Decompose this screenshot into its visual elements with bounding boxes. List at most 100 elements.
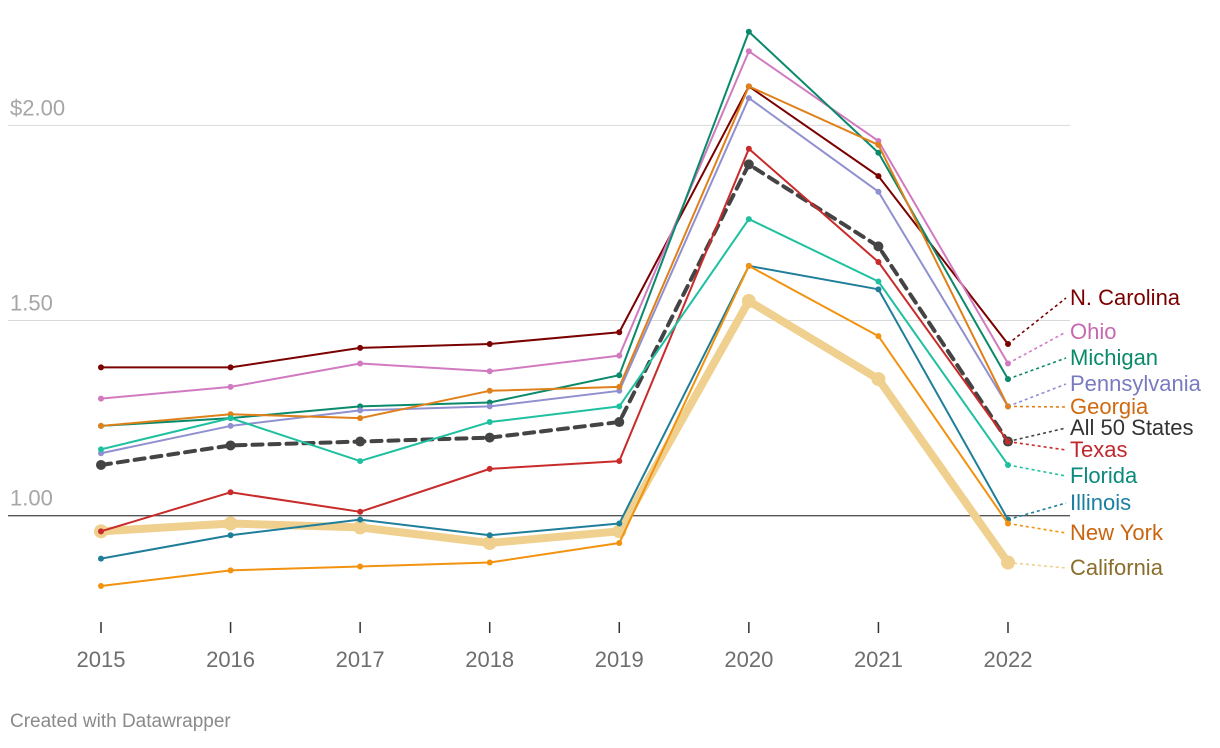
x-tick-label: 2016 bbox=[206, 647, 255, 672]
data-point bbox=[745, 83, 752, 90]
data-point bbox=[98, 395, 104, 402]
data-point bbox=[875, 278, 882, 285]
data-point bbox=[357, 360, 364, 367]
series-label-california: California bbox=[1070, 555, 1164, 580]
data-point bbox=[98, 422, 104, 429]
x-axis: 2015 2016 2017 2018 2019 2020 2021 2022 bbox=[77, 622, 1033, 672]
series-california bbox=[94, 294, 1015, 570]
y-tick-label: $2.00 bbox=[10, 95, 65, 120]
series-florida bbox=[98, 216, 1011, 468]
data-point bbox=[96, 459, 106, 470]
data-point bbox=[745, 95, 752, 102]
series-label-georgia: Georgia bbox=[1070, 394, 1149, 419]
data-point bbox=[486, 340, 493, 347]
data-point bbox=[871, 372, 886, 387]
data-point bbox=[486, 403, 493, 410]
gridlines bbox=[8, 124, 1070, 517]
data-point bbox=[875, 286, 882, 293]
data-point bbox=[227, 415, 234, 422]
data-point bbox=[875, 259, 882, 265]
data-point bbox=[616, 383, 623, 390]
label-leader bbox=[1007, 405, 1067, 408]
series-line-new-york bbox=[100, 264, 1009, 587]
label-leader bbox=[1007, 331, 1067, 365]
data-point bbox=[875, 149, 882, 156]
series-label-all-50-states: All 50 States bbox=[1070, 415, 1194, 440]
series-label-n-carolina: N. Carolina bbox=[1070, 285, 1181, 310]
series-texas bbox=[98, 145, 1011, 535]
y-tick-label: 1.50 bbox=[10, 291, 53, 316]
series-all-50-states bbox=[96, 159, 1013, 470]
data-point bbox=[484, 432, 495, 443]
data-point bbox=[616, 372, 623, 379]
label-leader bbox=[1007, 383, 1067, 408]
data-point bbox=[486, 387, 493, 394]
series-label-illinois: Illinois bbox=[1070, 490, 1131, 515]
series-line-all-50-states bbox=[99, 162, 1010, 467]
label-leader bbox=[1007, 357, 1067, 380]
series-line-ohio bbox=[100, 50, 1009, 400]
data-point bbox=[227, 383, 234, 390]
data-point bbox=[875, 188, 882, 195]
data-point bbox=[616, 520, 623, 527]
data-point bbox=[616, 329, 623, 336]
data-point bbox=[98, 364, 104, 371]
data-point bbox=[227, 364, 234, 371]
x-tick-label: 2020 bbox=[724, 647, 773, 672]
series-line-california bbox=[97, 297, 1012, 567]
x-tick-label: 2019 bbox=[595, 647, 644, 672]
data-point bbox=[353, 520, 368, 535]
data-point bbox=[227, 567, 234, 574]
data-point bbox=[357, 407, 364, 414]
series-line-georgia bbox=[100, 85, 1009, 427]
data-point bbox=[98, 555, 104, 562]
data-point bbox=[227, 532, 234, 539]
data-point bbox=[225, 440, 236, 451]
data-point bbox=[875, 141, 882, 148]
label-leader bbox=[1007, 464, 1067, 477]
data-point bbox=[357, 508, 364, 515]
data-point bbox=[745, 28, 752, 35]
data-point bbox=[227, 489, 234, 496]
data-point bbox=[227, 422, 234, 429]
label-leader bbox=[1007, 297, 1067, 345]
data-point bbox=[486, 559, 493, 566]
series-n-carolina bbox=[98, 83, 1011, 371]
series-line-florida bbox=[100, 218, 1009, 466]
data-point bbox=[614, 417, 625, 428]
data-point bbox=[873, 241, 884, 252]
y-axis-labels: $2.00 1.50 1.00 bbox=[10, 95, 65, 510]
series-line-pennsylvania bbox=[100, 97, 1009, 455]
label-leader bbox=[1007, 427, 1067, 443]
data-point bbox=[98, 446, 104, 453]
data-point bbox=[357, 563, 364, 570]
data-point bbox=[357, 516, 364, 523]
x-tick-label: 2018 bbox=[465, 647, 514, 672]
data-point bbox=[741, 294, 756, 309]
series-label-michigan: Michigan bbox=[1070, 345, 1158, 370]
x-tick-label: 2021 bbox=[854, 647, 903, 672]
data-point bbox=[486, 532, 493, 539]
data-point bbox=[875, 173, 882, 180]
data-point bbox=[223, 516, 238, 531]
data-point bbox=[875, 333, 882, 340]
data-point bbox=[486, 419, 493, 426]
series-michigan bbox=[98, 28, 1011, 429]
x-tick-label: 2022 bbox=[984, 647, 1033, 672]
data-point bbox=[98, 528, 104, 535]
label-leader bbox=[1007, 502, 1067, 521]
data-point bbox=[743, 159, 754, 170]
x-tick-label: 2017 bbox=[336, 647, 385, 672]
data-point bbox=[745, 48, 752, 55]
series-line-texas bbox=[100, 147, 1009, 533]
label-leader bbox=[1007, 522, 1067, 534]
series-new-york bbox=[98, 262, 1011, 589]
series-label-new-york: New York bbox=[1070, 520, 1164, 545]
x-tick-label: 2015 bbox=[77, 647, 126, 672]
series-line-illinois bbox=[100, 264, 1009, 560]
data-point bbox=[616, 403, 623, 410]
series-ohio bbox=[98, 48, 1011, 402]
data-point bbox=[98, 582, 104, 589]
series-labels: N. Carolina OhioMichiganPennsylvaniaGeorg… bbox=[1007, 285, 1202, 580]
